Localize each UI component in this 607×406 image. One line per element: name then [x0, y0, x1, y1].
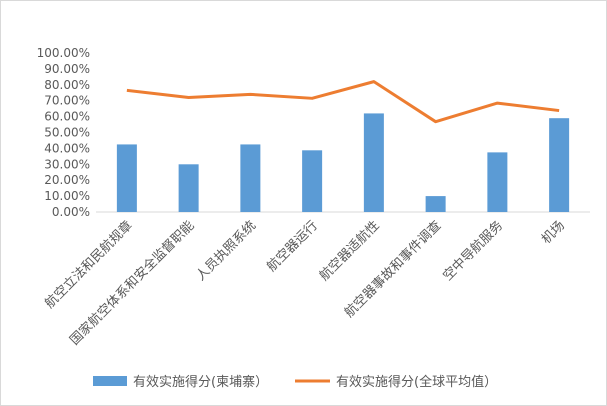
category-label: 航空器适航性 [316, 218, 382, 284]
bar-series [116, 113, 570, 212]
y-axis-ticks: 0.00% 10.00% 20.00% 30.00% 40.00%50.00% 60.00… [37, 46, 90, 219]
y-tick-label: 50.00% [44, 126, 90, 140]
category-label: 人员执照系统 [193, 218, 259, 284]
bar [240, 144, 261, 212]
bar [116, 144, 137, 212]
category-label: 机场 [539, 218, 568, 247]
y-tick-label: 30.00% [44, 157, 90, 171]
bar [549, 118, 570, 212]
line-series [126, 80, 560, 124]
bar [302, 150, 323, 212]
category-label: 航空器运行 [264, 218, 321, 275]
y-tick-label: 20.00% [44, 173, 90, 187]
y-tick-label: 0.00% [52, 205, 90, 219]
legend: 有效实施得分(柬埔寨） 有效实施得分(全球平均值） [93, 374, 497, 390]
category-label: 国家航空体系和安全监督职能 [67, 218, 198, 349]
bar [178, 164, 199, 212]
bar [487, 152, 508, 212]
legend-bar-label: 有效实施得分(柬埔寨） [133, 374, 268, 390]
y-tick-label: 100.00% [37, 46, 90, 60]
bar [425, 196, 446, 212]
y-tick-label: 70.00% [44, 94, 90, 108]
category-label: 空中导航服务 [440, 218, 506, 284]
y-tick-label: 40.00% [44, 141, 90, 155]
bar [363, 113, 384, 212]
y-tick-label: 10.00% [44, 189, 90, 203]
legend-line-label: 有效实施得分(全球平均值） [336, 374, 497, 390]
y-tick-label: 80.00% [44, 78, 90, 92]
y-tick-label: 60.00% [44, 110, 90, 124]
legend-bar-swatch [93, 376, 127, 386]
y-tick-label: 90.00% [44, 62, 90, 76]
